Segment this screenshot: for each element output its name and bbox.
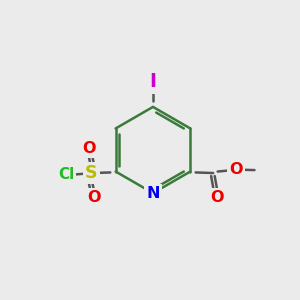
Text: N: N [146, 186, 160, 201]
Text: O: O [229, 162, 243, 177]
Text: I: I [149, 72, 157, 92]
Text: S: S [85, 164, 98, 182]
Text: Cl: Cl [58, 167, 74, 182]
Text: O: O [87, 190, 101, 205]
Text: O: O [82, 141, 96, 156]
Text: O: O [210, 190, 224, 205]
